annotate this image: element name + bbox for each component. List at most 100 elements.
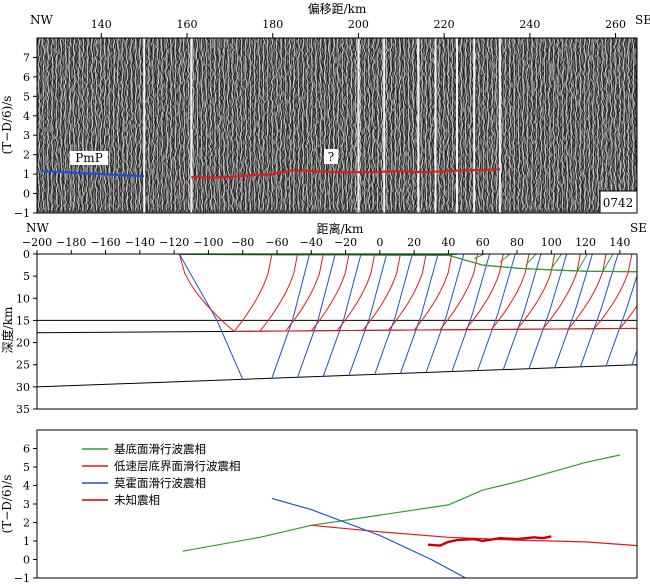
lvl-ray-3: [310, 254, 350, 332]
moho-ray-13: [605, 274, 637, 367]
lvl-rays: [178, 254, 637, 332]
panel-b-xlabel-40: 40: [441, 236, 455, 249]
lvl-ray-1: [259, 254, 299, 332]
panel-b-xlabel--100: −100: [193, 236, 223, 249]
panel-b-ylabel-20: 20: [16, 337, 30, 350]
basement-ray-3: [525, 254, 537, 266]
moho-ray-10: [528, 254, 568, 369]
panel-b-xlabel-140: 140: [609, 236, 630, 249]
lvl-ray-8: [439, 254, 479, 331]
trace-gap-4: [417, 38, 420, 213]
panel-a-title: 偏移距/km: [308, 1, 367, 16]
panel-b-nw: NW: [26, 221, 50, 235]
lvl-ray-5: [362, 254, 401, 331]
moho-ray-12: [579, 254, 619, 367]
panel-b-ylabel-10: 10: [16, 292, 30, 305]
panel-b-xlabel--80: −80: [231, 236, 254, 249]
moho-ray-6: [425, 254, 465, 373]
seismic-traces: [37, 38, 637, 213]
panel-a-se: SE: [635, 13, 650, 27]
panel-b-xlabel-0: 0: [376, 236, 383, 249]
lvl-ray-down: [178, 254, 235, 332]
moho-ray-down: [178, 254, 244, 380]
panel-a-series-0: [41, 170, 145, 178]
panel-b-xlabel--20: −20: [334, 236, 357, 249]
trace-gap-0: [143, 38, 146, 213]
station-box: [599, 190, 638, 214]
panel-a-frame: [36, 37, 638, 214]
unknown-label-bg: [324, 149, 338, 164]
panel-c-series-3: [427, 535, 552, 547]
panel-a-ylabel-2: 2: [23, 149, 30, 162]
panel-b-xlabel--140: −140: [125, 236, 155, 249]
moho-ray-11: [554, 254, 593, 368]
lvl-ray-9: [465, 254, 504, 331]
basement-ray-7: [636, 270, 637, 272]
lvl-ray-7: [413, 254, 453, 331]
basement-rays: [179, 254, 637, 273]
lvl-headwave: [234, 327, 637, 332]
pmp-label-bg: [70, 151, 108, 165]
moho-ray-0: [271, 254, 311, 379]
panel-a-xlabel-180: 180: [262, 18, 283, 31]
panel-a-series-1: [191, 168, 500, 179]
moho-ray-8: [477, 254, 516, 371]
moho-ray-5: [399, 254, 439, 374]
panel-a-ylabel-0: 0: [23, 188, 30, 201]
lvl-ray-12: [542, 254, 581, 330]
panel-b-ylabel-25: 25: [16, 359, 30, 372]
panel-b-ylabel-0: 0: [23, 248, 30, 261]
panel-a-xlabel-140: 140: [91, 18, 112, 31]
lvl-ray-0: [233, 254, 273, 332]
trace-gap-2: [357, 38, 360, 213]
legend-label-2: 莫霍面滑行波震相: [114, 476, 206, 490]
panel-a: 140 160 180 200 220 240 260 −1 0 1 2 3 4 5 6 7 偏移距/km N…: [0, 1, 650, 220]
panel-c-ylabel-1: 1: [23, 535, 30, 548]
legend-label-1: 低速层底界面滑行波震相: [114, 459, 241, 473]
panel-a-xlabel-260: 260: [605, 18, 626, 31]
unknown-label: ?: [328, 150, 334, 164]
moho-ray-7: [451, 254, 491, 372]
panel-c: −1 0 1 2 3 4 5 6 (T−D/6)/s 基底面滑行波震相低速层底界面滑行波震相莫…: [0, 429, 638, 584]
moho-ray-3: [348, 254, 388, 376]
panel-c-ylabel-3: 3: [23, 498, 30, 511]
lvl-ray-6: [388, 254, 427, 331]
panel-b-ylabel-30: 30: [16, 381, 30, 394]
panel-a-ylabel-6: 6: [23, 71, 30, 84]
panel-a-xlabel-200: 200: [348, 18, 369, 31]
station-label: 0742: [603, 196, 634, 210]
panel-a-ylabel: (T−D/6)/s: [0, 96, 14, 155]
panel-c-series-2: [271, 497, 466, 578]
panel-b-xlabel--60: −60: [265, 236, 288, 249]
lvl-ray-11: [516, 254, 556, 330]
trace-gap-7: [473, 38, 476, 213]
panel-b-xlabel--180: −180: [56, 236, 86, 249]
moho-rays: [178, 254, 637, 380]
panel-b-xlabel--200: −200: [22, 236, 52, 249]
panel-b: −200 −180 −160 −140 −120 −100 −80 −60 −40 −20 0 20 4…: [0, 221, 647, 416]
lvl-ray-10: [490, 254, 530, 330]
panel-a-xlabel-240: 240: [519, 18, 540, 31]
panel-c-ylabel-0: 0: [23, 554, 30, 567]
panel-c-ylabel-2: 2: [23, 517, 30, 530]
basement-ray-6: [602, 254, 614, 272]
legend-label-3: 未知震相: [114, 493, 160, 507]
panel-b-ylabel: 深度/km: [0, 306, 15, 353]
panel-b-ylabel-15: 15: [16, 314, 30, 327]
panel-b-xlabel--40: −40: [300, 236, 323, 249]
trace-gap-6: [456, 38, 458, 213]
panel-b-xlabel-80: 80: [510, 236, 524, 249]
pmp-label: PmP: [75, 151, 103, 165]
panel-c-ylabel-4: 4: [23, 480, 30, 493]
trace-gap-1: [190, 38, 193, 213]
panel-b-xlabel-100: 100: [541, 236, 562, 249]
moho-ray-4: [374, 254, 413, 375]
lvl-ray-2: [285, 254, 324, 332]
lvl-ray-4: [336, 254, 376, 331]
panel-a-ylabel-5: 5: [23, 90, 30, 103]
lvl-ray-15: [619, 304, 637, 329]
panel-b-se: SE: [630, 221, 647, 235]
panel-a-ylabel-1: 1: [23, 168, 30, 181]
